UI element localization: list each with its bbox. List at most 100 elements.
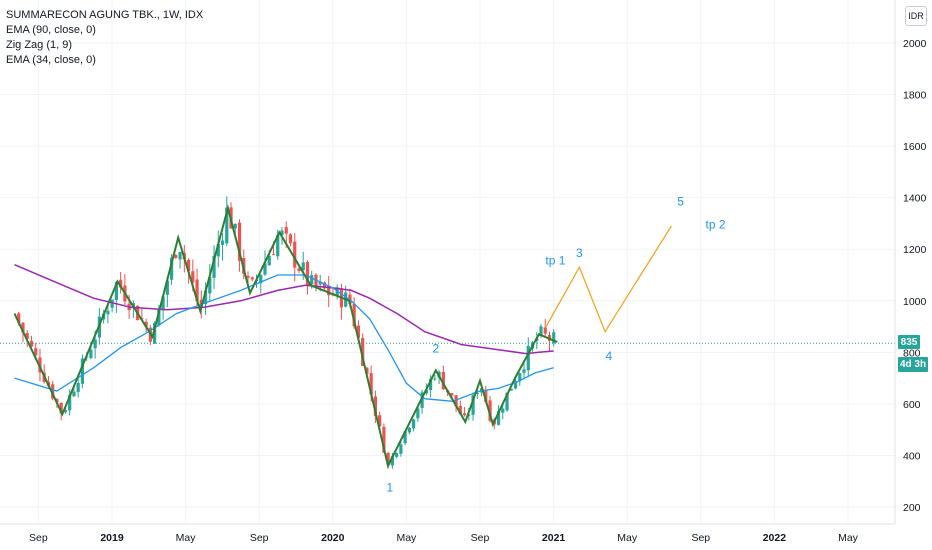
candle-body — [195, 279, 199, 302]
candle-body — [305, 261, 310, 286]
candle-body — [552, 332, 556, 344]
candle-body — [390, 456, 394, 466]
candle-body — [471, 395, 475, 415]
candle-body — [327, 285, 331, 296]
candle-body — [484, 389, 488, 403]
candle-body — [276, 234, 280, 257]
candle-body — [263, 263, 267, 275]
candle-body — [450, 393, 454, 396]
candle-body — [356, 325, 361, 338]
time-axis[interactable]: Sep 2019 May Sep 2020 May Sep 2021 May Sep 2022 May — [29, 532, 859, 544]
candle-body — [51, 384, 55, 399]
candle-body — [352, 303, 356, 327]
candle-body — [454, 395, 458, 407]
candle-body — [429, 379, 433, 391]
time-tick-label: 2021 — [542, 532, 566, 544]
wave-projection-line — [545, 225, 672, 334]
candle-body — [165, 280, 169, 295]
price-tick-label: 1800 — [903, 90, 927, 102]
wave-label: tp 2 — [706, 218, 726, 232]
indicator-ema-34[interactable]: EMA (34, close, 0) — [6, 54, 96, 66]
candle-body — [280, 230, 284, 236]
candle-body — [386, 452, 390, 465]
candle-body — [203, 290, 208, 305]
candle-body — [522, 369, 526, 373]
candle-body — [513, 381, 518, 389]
candle-body — [509, 388, 513, 391]
candle-body — [157, 309, 161, 326]
candle-body — [237, 222, 242, 261]
price-tick-label: 1000 — [903, 296, 927, 308]
candle-body — [441, 371, 445, 390]
candle-body — [467, 414, 471, 416]
candle-body — [169, 257, 174, 280]
price-axis[interactable]: 200 400 600 800 1000 1200 1400 1600 1800 2000 — [903, 38, 927, 514]
price-tick-label: 600 — [903, 399, 921, 411]
candle-body — [72, 391, 76, 397]
candle-body — [34, 348, 38, 356]
candle-body — [501, 408, 505, 413]
candle-body — [17, 313, 21, 323]
candle-body — [114, 282, 118, 300]
wave-label: 5 — [677, 194, 684, 208]
candle-body — [93, 339, 97, 349]
candle-body — [505, 392, 509, 411]
price-tick-label: 400 — [903, 450, 921, 462]
wave-label: 3 — [576, 246, 583, 260]
wave-label: 2 — [432, 341, 439, 355]
candle-body — [178, 252, 182, 260]
candle-body — [59, 402, 63, 414]
candle-body — [297, 268, 301, 271]
indicator-zigzag[interactable]: Zig Zag (1, 9) — [6, 39, 73, 51]
candle-body — [378, 415, 382, 427]
candle-body — [526, 345, 530, 371]
time-tick-label: May — [617, 532, 638, 544]
candle-body — [488, 400, 492, 421]
candle-body — [318, 281, 322, 285]
price-tick-label: 1400 — [903, 193, 927, 205]
candle-body — [373, 396, 378, 417]
candle-body — [462, 413, 467, 416]
price-tick-label: 1200 — [903, 244, 927, 256]
time-tick-label: Sep — [29, 532, 48, 544]
time-tick-label: 2022 — [763, 532, 787, 544]
candle-body — [382, 426, 386, 453]
candle-body — [284, 227, 288, 234]
candle-body — [420, 392, 424, 408]
candle-body — [250, 277, 254, 280]
price-tick-label: 2000 — [903, 38, 927, 50]
candle-body — [25, 333, 29, 339]
time-tick-label: Sep — [691, 532, 710, 544]
time-tick-label: 2019 — [100, 532, 124, 544]
candle-body — [216, 243, 220, 257]
candle-body — [407, 427, 411, 433]
candle-body — [208, 277, 212, 294]
candle-body — [288, 234, 293, 244]
chart-title[interactable]: SUMMARECON AGUNG TBK., 1W, IDX — [6, 9, 204, 21]
candle-body — [539, 326, 543, 336]
candle-body — [403, 431, 407, 444]
candle-body — [110, 299, 114, 308]
candlesticks — [17, 196, 556, 469]
currency-badge[interactable]: IDR — [905, 6, 927, 26]
time-tick-label: Sep — [471, 532, 490, 544]
time-tick-label: May — [838, 532, 859, 544]
candle-body — [29, 340, 34, 347]
candle-body — [186, 259, 191, 272]
time-tick-label: May — [176, 532, 197, 544]
wave-label: 4 — [605, 349, 612, 363]
candle-body — [301, 262, 305, 271]
candle-body — [161, 296, 165, 311]
wave-label: 1 — [386, 481, 393, 495]
candle-body — [220, 240, 225, 245]
time-tick-label: 2020 — [321, 532, 345, 544]
indicator-ema-90[interactable]: EMA (90, close, 0) — [6, 24, 96, 36]
candle-body — [80, 358, 85, 384]
candle-body — [458, 405, 462, 415]
candle-body — [63, 410, 68, 413]
last-price-label: 835 — [898, 335, 920, 349]
candle-body — [293, 241, 297, 268]
time-tick-label: Sep — [250, 532, 269, 544]
candle-body — [144, 321, 148, 327]
